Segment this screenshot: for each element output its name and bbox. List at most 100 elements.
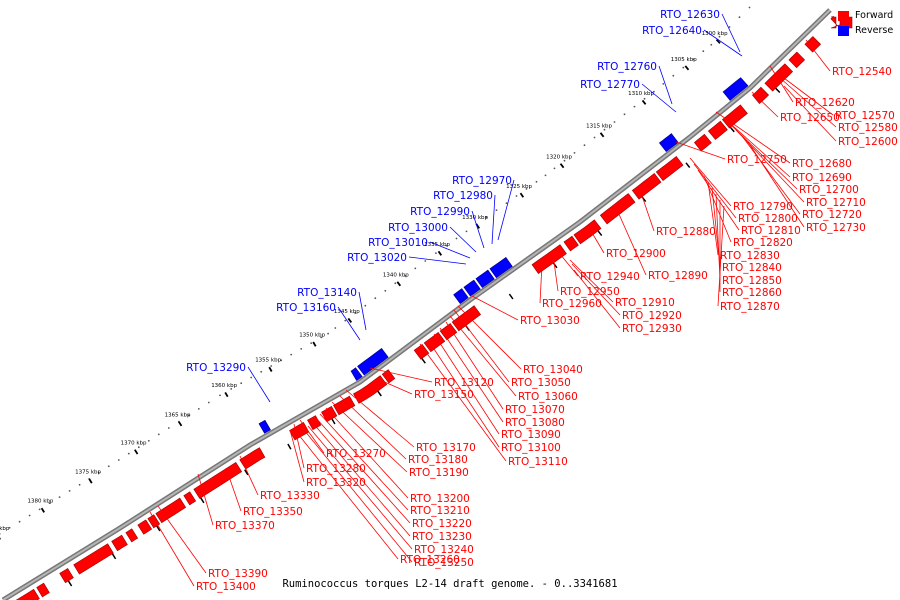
scale-dot [28,514,31,517]
leader-line [741,135,801,215]
inner-tick [597,230,603,237]
leader-line [779,77,837,128]
gene-label: RTO_13200 [410,493,470,505]
forward-gene-arrow [751,86,770,105]
scale-dot [310,342,313,344]
leader-line [433,333,500,435]
leader-line [319,413,409,511]
scale-dot [710,43,713,46]
scale-tick [268,366,273,372]
leader-line [369,367,433,383]
gene-label: RTO_13040 [523,364,583,376]
gene-label: RTO_13080 [505,417,565,429]
scale-tick-label: 1300 kbp [702,31,728,37]
scale-dot [394,282,397,285]
scale-dot [58,496,61,498]
scale-dot [748,6,751,9]
forward-gene-arrow [788,51,806,69]
scale-dot [240,382,243,385]
gene-label: RTO_12960 [542,298,602,310]
scale-dot [250,376,253,379]
scale-dot [435,252,437,255]
scale-tick-label: 1385 kbp [0,526,10,532]
scale-dot [445,244,448,247]
leader-line [471,295,519,321]
forward-gene-arrow [183,491,197,506]
scale-tick-label: 1315 kbp [586,124,612,130]
scale-tick-label: 1380 kbp [28,499,54,505]
scale-tick [396,281,402,287]
gene-label: RTO_12760 [597,61,657,73]
inner-tick [287,443,292,450]
leader-line [408,256,467,265]
scale-dot [127,452,130,455]
scale-tick [475,223,481,229]
scale-dot [485,216,488,219]
backbone-layer [1,8,832,600]
reverse-gene-arrow [357,347,389,376]
leader-line [149,511,195,587]
gene-label: RTO_12910 [615,297,675,309]
scale-tick [347,317,353,323]
scale-tick-label: 1370 kbp [121,440,147,446]
gene-label: RTO_13330 [260,490,320,502]
scale-dot [535,180,538,183]
scale-tick-label: 1305 kbp [671,57,697,63]
forward-gene-arrow [155,497,187,524]
gene-label: RTO_12700 [799,184,859,196]
leader-line [157,505,207,574]
legend-reverse: Reverse [838,23,893,38]
gene-label: RTO_13030 [520,315,580,327]
reverse-gene-arrow [453,288,469,305]
gene-label: RTO_12850 [722,275,782,287]
leader-line [331,401,408,473]
scale-dot [344,319,347,322]
scale-dot [553,167,556,170]
gene-label: RTO_12820 [733,237,793,249]
scale-tick [134,449,139,455]
scale-tick [599,132,605,138]
leader-line [439,327,504,423]
gene-label: RTO_13240 [414,544,474,556]
leader-line [449,315,517,397]
gene-label: RTO_13110 [508,456,568,468]
scale-tick-label: 1310 kbp [628,91,654,97]
leader-line [197,473,214,526]
inner-tick [111,553,117,560]
leader-line [293,423,305,469]
scale-dot [117,459,120,461]
leader-line [747,141,805,228]
scale-dot [137,446,140,449]
gene-label: RTO_12860 [722,287,782,299]
scale-dot [623,113,626,116]
leader-line [707,181,719,256]
gene-label: RTO_12720 [802,209,862,221]
gene-label: RTO_12950 [560,286,620,298]
scale-dot [260,370,263,373]
scale-dot [0,533,1,535]
leader-line [491,194,496,245]
scale-tick-label: 1320 kbp [546,155,572,161]
scale-tick [684,65,690,71]
forward-gene-arrow [573,219,602,245]
reverse-gene-arrow [475,269,495,289]
gene-label: RTO_13000 [388,222,448,234]
scale-dot [702,50,705,53]
forward-gene-arrow [137,519,153,535]
gene-label: RTO_12940 [580,271,640,283]
leader-line [783,85,837,142]
gene-label: RTO_12880 [656,226,716,238]
legend-forward-label: Forward [855,10,894,21]
leader-line [471,210,485,249]
gene-label: RTO_12920 [622,310,682,322]
gene-label: RTO_13350 [243,506,303,518]
forward-gene-arrow [693,133,712,152]
gene-label: RTO_13060 [518,391,578,403]
scale-dot [107,465,110,468]
scale-dot [38,508,41,511]
scale-dot [525,188,528,190]
gene-label: RTO_13190 [409,467,469,479]
reverse-gene-arrow [463,279,481,297]
leader-line [315,417,411,524]
scale-dot [8,526,11,529]
